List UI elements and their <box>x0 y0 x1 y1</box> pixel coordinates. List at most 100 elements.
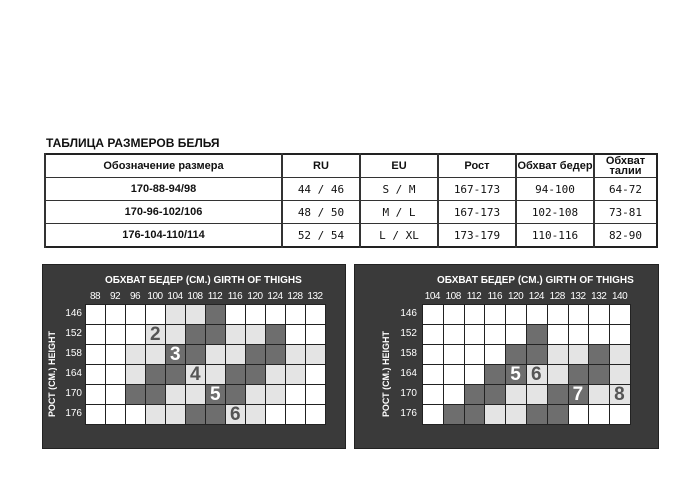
grid-cell <box>246 325 265 344</box>
grid-cell <box>306 385 325 404</box>
size-number: 2 <box>150 324 161 345</box>
size-table: Обозначение размера RU EU Рост Обхват бе… <box>44 153 658 248</box>
grid-cell <box>526 345 547 364</box>
grid-cell <box>206 405 225 424</box>
grid-cell <box>464 365 485 384</box>
grid-cell <box>126 305 145 324</box>
grid-cell <box>286 345 305 364</box>
grid-cell <box>485 385 506 404</box>
grid-cell <box>306 345 325 364</box>
column-label: 140 <box>611 291 628 302</box>
grid-cell <box>568 405 589 424</box>
header-waist: Обхват талии <box>593 153 658 178</box>
size-chart-left: ОБХВАТ БЕДЕР (СМ.) GIRTH OF THIGHS РОСТ … <box>42 264 346 449</box>
grid-cell <box>306 325 325 344</box>
grid-cell <box>266 305 285 324</box>
grid-cell <box>526 305 547 324</box>
grid-cell <box>226 325 245 344</box>
grid-cell <box>443 325 464 344</box>
grid-cell <box>146 365 165 384</box>
header-eu: EU <box>359 153 439 178</box>
size-number: 3 <box>170 344 181 365</box>
size-number: 7 <box>572 384 584 405</box>
grid-cell <box>146 345 165 364</box>
grid-cell <box>589 365 610 384</box>
column-label: 116 <box>227 291 243 302</box>
header-ru: RU <box>281 153 361 178</box>
grid-cell <box>146 305 165 324</box>
column-label: 124 <box>267 291 283 302</box>
cell: 167-173 <box>437 200 517 224</box>
table-row: 170-88-94/98 44 / 46 S / M 167-173 94-10… <box>44 177 658 201</box>
grid-cell <box>485 305 506 324</box>
grid-cell <box>186 385 205 404</box>
grid-cell <box>443 405 464 424</box>
grid-cell <box>206 345 225 364</box>
column-label: 132 <box>591 291 607 302</box>
column-label: 96 <box>129 291 141 302</box>
column-label: 112 <box>466 291 482 302</box>
grid-cell <box>126 385 145 404</box>
row-label: 146 <box>65 308 82 319</box>
grid-cell <box>568 325 589 344</box>
grid-cell <box>506 405 526 424</box>
table-header-row: Обозначение размера RU EU Рост Обхват бе… <box>44 153 658 178</box>
grid-cell <box>506 305 526 324</box>
grid-cell <box>246 305 265 324</box>
table-row: 176-104-110/114 52 / 54 L / XL 173-179 1… <box>44 223 658 248</box>
grid-cell <box>443 365 464 384</box>
grid-cell <box>547 345 568 364</box>
grid-cell: 8 <box>610 384 630 405</box>
cell: 44 / 46 <box>281 177 361 201</box>
column-label: 104 <box>424 291 441 302</box>
cell: 52 / 54 <box>281 223 361 248</box>
grid-cell <box>86 385 105 404</box>
grid-cell <box>423 405 443 424</box>
grid-cell <box>206 305 225 324</box>
row-label: 164 <box>65 368 82 379</box>
grid-cell <box>526 385 547 404</box>
row-label: 164 <box>400 368 417 379</box>
cell: 176-104-110/114 <box>44 223 283 248</box>
grid-cell <box>589 405 610 424</box>
column-label: 132 <box>570 291 586 302</box>
column-label: 128 <box>287 291 303 302</box>
cell: 170-88-94/98 <box>44 177 283 201</box>
grid-cell <box>464 325 485 344</box>
cell: 173-179 <box>437 223 517 248</box>
grid-cell <box>464 405 485 424</box>
grid-cell <box>246 405 265 424</box>
cell: 170-96-102/106 <box>44 200 283 224</box>
grid-cell <box>443 345 464 364</box>
grid-cell <box>126 325 145 344</box>
grid-cell <box>166 365 185 384</box>
grid-cell <box>423 345 443 364</box>
grid-cell <box>146 385 165 404</box>
grid-cell <box>506 345 526 364</box>
row-label: 176 <box>65 408 82 419</box>
size-number: 8 <box>614 384 625 405</box>
grid-cell <box>286 305 305 324</box>
cell: 94-100 <box>515 177 595 201</box>
chart-x-title: ОБХВАТ БЕДЕР (СМ.) GIRTH OF THIGHS <box>437 275 634 286</box>
size-chart-right: ОБХВАТ БЕДЕР (СМ.) GIRTH OF THIGHS РОСТ … <box>354 264 659 449</box>
grid-cell <box>106 305 125 324</box>
row-label: 152 <box>400 328 417 339</box>
grid-cell <box>286 365 305 384</box>
grid-cell <box>568 345 589 364</box>
column-label: 108 <box>445 291 462 302</box>
grid-cell <box>226 305 245 324</box>
grid-cell <box>106 325 125 344</box>
grid-cell <box>246 345 265 364</box>
grid-cell <box>266 325 285 344</box>
grid-cell <box>206 325 225 344</box>
grid-cell <box>485 345 506 364</box>
grid-cell <box>86 325 105 344</box>
grid-cell <box>166 385 185 404</box>
grid-cell <box>589 345 610 364</box>
grid-cell <box>106 365 125 384</box>
row-label: 170 <box>65 388 82 399</box>
header-size-code: Обозначение размера <box>44 153 283 178</box>
grid-cell <box>86 405 105 424</box>
